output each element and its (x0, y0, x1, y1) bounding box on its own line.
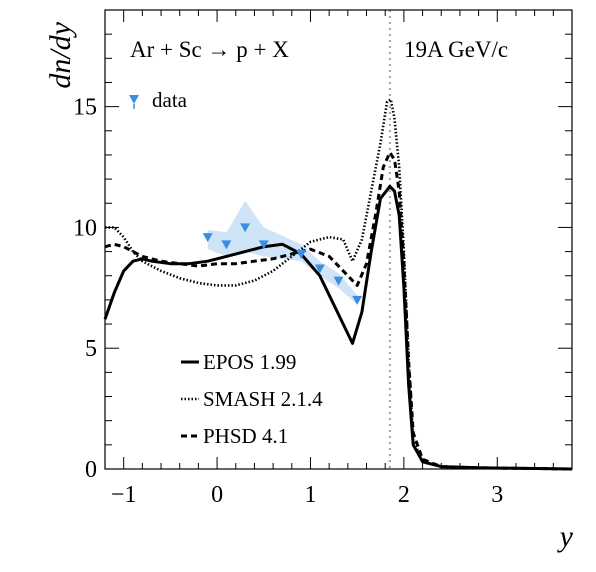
y-axis-title: dn/dy (44, 21, 77, 88)
legend-label-epos: EPOS 1.99 (203, 350, 296, 374)
x-tick-label: 2 (398, 482, 410, 508)
plot-frame (104, 9, 573, 470)
data-point (352, 295, 363, 305)
data-point (314, 264, 325, 274)
series-line-phsd (104, 151, 573, 471)
data-point (333, 276, 344, 286)
y-tick-label: 15 (73, 95, 97, 121)
model-curves-layer (103, 98, 573, 471)
legend-data-label: data (152, 88, 188, 112)
y-tick-label: 10 (73, 215, 97, 241)
data-point (202, 233, 213, 243)
reaction-label: Ar + Sc → p + X (130, 37, 289, 62)
y-tick-label: 0 (85, 457, 97, 483)
energy-label: 19A GeV/c (404, 37, 508, 62)
x-tick-label: 3 (491, 482, 503, 508)
x-tick-label: 0 (211, 482, 223, 508)
legend-data-triangle (129, 95, 139, 104)
x-tick-label: 1 (304, 482, 316, 508)
legend-label-smash: SMASH 2.1.4 (203, 387, 323, 411)
data-point (240, 223, 251, 233)
legend-series-entries: EPOS 1.99 SMASH 2.1.4 PHSD 4.1 (181, 350, 323, 448)
data-point (221, 240, 232, 250)
axis-tick-labels-layer: −1 0 1 2 3 0 5 10 15 (73, 95, 503, 508)
data-points-layer (202, 223, 363, 305)
series-line-smash (105, 98, 573, 471)
legend-data-marker (129, 95, 139, 109)
legend: data EPOS 1.99 SMASH 2.1.4 PHSD 4.1 (129, 88, 323, 448)
y-tick-label: 5 (85, 336, 97, 362)
x-tick-label: −1 (111, 482, 137, 508)
data-point (296, 249, 307, 259)
legend-label-phsd: PHSD 4.1 (203, 424, 288, 448)
axis-ticks-layer (104, 9, 573, 470)
x-axis-title: y (557, 520, 574, 553)
data-point (258, 240, 269, 250)
